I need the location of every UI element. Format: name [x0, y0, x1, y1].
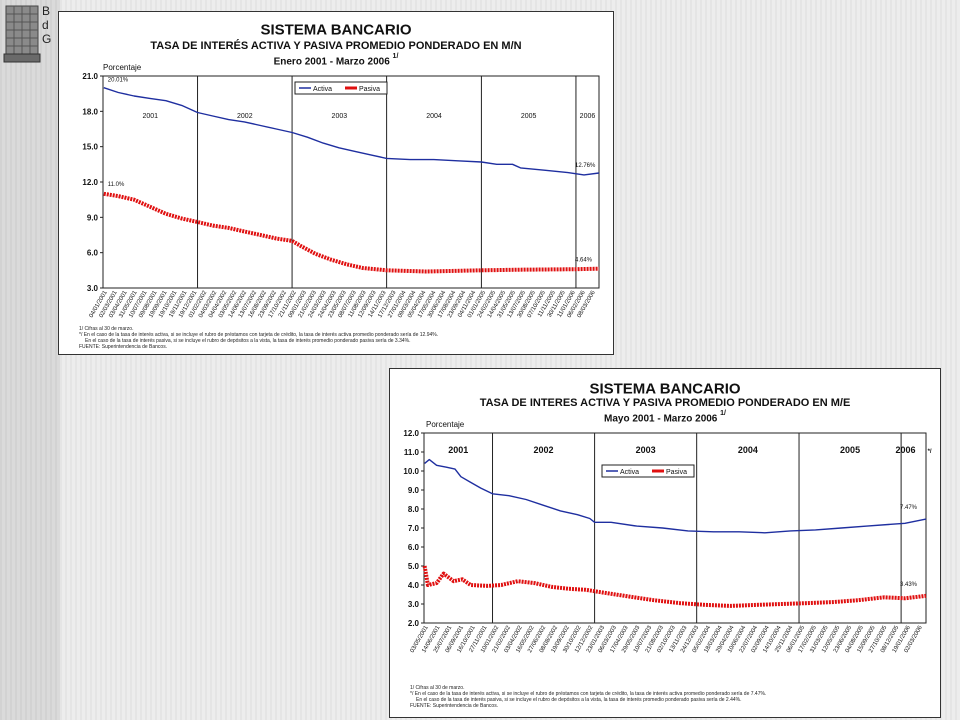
- value-annotation: 7.47%: [900, 505, 918, 511]
- footnote-marker: 1/: [393, 53, 399, 60]
- footnote-line: 1/ Cifras al 30 de marzo.: [410, 685, 464, 691]
- year-label: 2002: [237, 113, 253, 120]
- chart-title: SISTEMA BANCARIO: [260, 21, 411, 38]
- bank-building-logo: [3, 5, 41, 63]
- plot-area: [102, 75, 600, 289]
- y-tick-label: 9.0: [408, 486, 420, 495]
- legend-label-activa: Activa: [313, 86, 332, 93]
- value-annotation: 11.0%: [108, 182, 125, 188]
- series-line-pasiva: [422, 565, 927, 608]
- year-label: 2001: [448, 445, 468, 455]
- footnote-line: FUENTE: Superintendencia de Bancos.: [79, 344, 167, 350]
- year-label: 2005: [840, 445, 860, 455]
- y-tick-label: 6.0: [87, 249, 99, 258]
- legend-label-activa: Activa: [620, 469, 639, 476]
- y-tick-label: 6.0: [408, 543, 420, 552]
- series-line-activa: [424, 458, 927, 534]
- footnote-line: En el caso de la tasa de interés pasiva,…: [416, 697, 741, 703]
- logo-text: B d G: [42, 4, 52, 46]
- y-tick-label: 12.0: [403, 429, 419, 438]
- footnote-line: 1/ Cifras al 30 de marzo.: [79, 326, 133, 332]
- footnote-line: En el caso de la tasa de interés pasiva,…: [85, 338, 410, 344]
- year-label: 2003: [332, 113, 348, 120]
- year-label: 2001: [142, 113, 158, 120]
- chart-title: SISTEMA BANCARIO: [589, 380, 740, 397]
- year-label: 2005: [521, 113, 537, 120]
- y-tick-label: 4.0: [408, 581, 420, 590]
- y-tick-label: 3.0: [408, 600, 420, 609]
- y-tick-label: 10.0: [403, 467, 419, 476]
- legend-label-pasiva: Pasiva: [359, 86, 380, 93]
- year-label: 2006 */: [896, 445, 932, 455]
- legend-box: [601, 464, 695, 478]
- year-label: 2003: [636, 445, 656, 455]
- y-tick-label: 12.0: [82, 178, 98, 187]
- chart-panel-mn: SISTEMA BANCARIO TASA DE INTERÉS ACTIVA Y…: [58, 11, 614, 355]
- y-tick-label: 11.0: [404, 448, 420, 457]
- y-tick-label: 3.0: [87, 284, 99, 293]
- legend-label-pasiva: Pasiva: [666, 469, 687, 476]
- footnote-line: FUENTE: Superintendencia de Bancos.: [410, 703, 498, 709]
- legend-box: [294, 81, 388, 95]
- series-line-pasiva: [103, 191, 600, 274]
- value-annotation: 4.64%: [575, 258, 593, 264]
- value-annotation: 12.76%: [575, 163, 596, 169]
- year-label: 2006: [580, 113, 596, 120]
- chart-panel-me: SISTEMA BANCARIO TASA DE INTERES ACTIVA Y…: [389, 368, 941, 718]
- year-label: 2004: [738, 445, 758, 455]
- year-label: 2004: [426, 113, 442, 120]
- y-tick-label: 15.0: [82, 143, 98, 152]
- series-line-activa: [103, 87, 600, 176]
- y-tick-label: 18.0: [82, 107, 98, 116]
- chart-period: Mayo 2001 - Marzo 2006 1/: [604, 410, 726, 424]
- chart-subtitle: TASA DE INTERÉS ACTIVA Y PASIVA PROMEDIO…: [150, 39, 521, 52]
- y-tick-label: 9.0: [87, 213, 99, 222]
- year-marker: */: [928, 449, 932, 455]
- chart-period: Enero 2001 - Marzo 2006 1/: [274, 53, 399, 67]
- year-label: 2002: [534, 445, 554, 455]
- value-annotation: 20.01%: [108, 78, 129, 84]
- chart-subtitle: TASA DE INTERES ACTIVA Y PASIVA PROMEDIO…: [480, 397, 851, 409]
- y-tick-label: 8.0: [408, 505, 420, 514]
- y-tick-label: 2.0: [408, 619, 420, 628]
- y-tick-label: 5.0: [408, 562, 420, 571]
- footnote-marker: 1/: [720, 410, 726, 417]
- footnote-line: */ En el caso de la tasa de interés acti…: [79, 332, 438, 338]
- footnote-line: */ En el caso de la tasa de interés acti…: [410, 691, 766, 697]
- y-axis-label: Porcentaje: [426, 420, 465, 429]
- y-tick-label: 21.0: [82, 72, 98, 81]
- y-tick-label: 7.0: [408, 524, 420, 533]
- y-axis-label: Porcentaje: [103, 63, 142, 72]
- value-annotation: 3.43%: [900, 582, 918, 588]
